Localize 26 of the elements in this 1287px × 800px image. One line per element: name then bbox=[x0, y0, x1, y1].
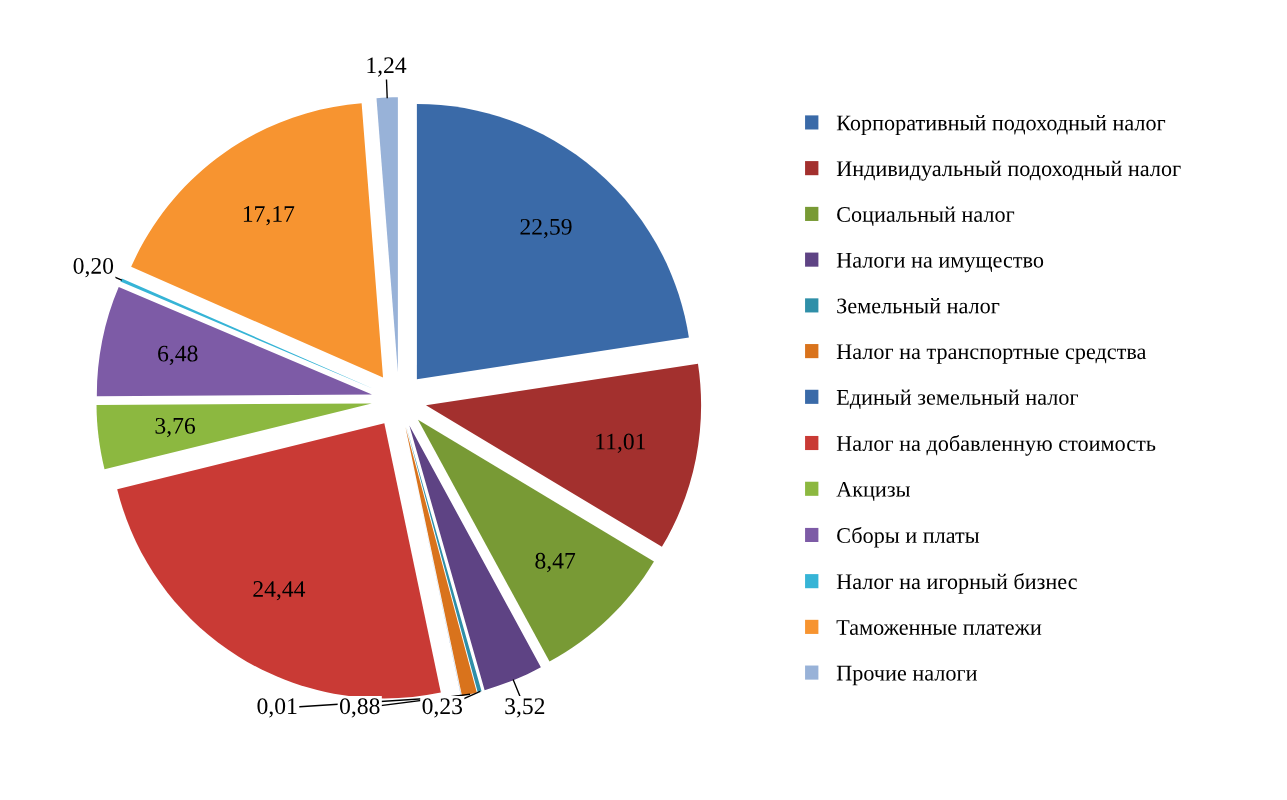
legend-label: Налог на добавленную стоимость bbox=[836, 434, 1156, 456]
data-label: 3,52 bbox=[505, 698, 545, 718]
data-label: 24,44 bbox=[253, 581, 306, 601]
data-label: 11,01 bbox=[596, 433, 646, 453]
legend-label: Акцизы bbox=[836, 481, 910, 501]
data-label: 8,47 bbox=[535, 552, 576, 573]
data-label: 0,20 bbox=[73, 257, 114, 278]
legend-label: Индивидуальный подоходный налог bbox=[836, 160, 1181, 181]
data-label: 17,17 bbox=[243, 206, 295, 226]
legend-label: Земельный налог bbox=[837, 298, 1000, 314]
data-label: 0,23 bbox=[422, 698, 463, 718]
legend-label: Таможенные платежи bbox=[836, 620, 1042, 635]
legend-label: Единый земельный налог bbox=[836, 389, 1078, 409]
legend-label: Налоги на имущество bbox=[836, 252, 1044, 273]
data-label: 1,24 bbox=[367, 57, 407, 77]
legend-label: Налог на транспортные средства bbox=[836, 344, 1147, 364]
legend-label: Корпоративный подоходный налог bbox=[836, 115, 1166, 135]
data-label: 0,88 bbox=[339, 698, 380, 718]
data-label: 6,48 bbox=[158, 345, 198, 365]
data-label: 22,59 bbox=[520, 218, 572, 239]
legend-label: Сборы и платы bbox=[837, 526, 980, 548]
legend-label: Социальный налог bbox=[837, 206, 1015, 227]
legend-label: Налог на игорный бизнес bbox=[836, 573, 1077, 594]
legend-label: Прочие налоги bbox=[836, 665, 977, 686]
data-label: 3,76 bbox=[155, 417, 196, 438]
data-label: 0,01 bbox=[257, 698, 297, 718]
